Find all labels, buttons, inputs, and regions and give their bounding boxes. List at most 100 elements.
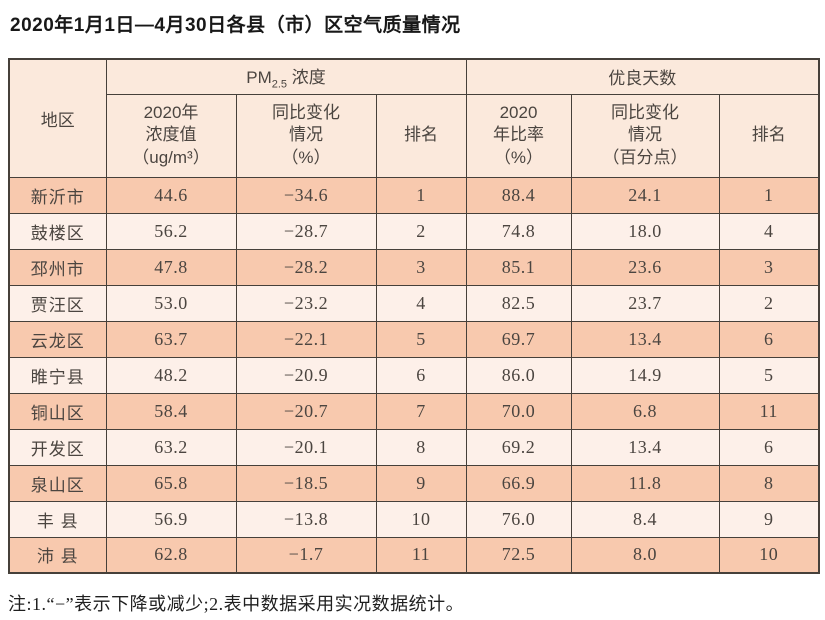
pm-rank-cell: 4 bbox=[375, 284, 467, 322]
pm-value-cell: 58.4 bbox=[105, 392, 237, 430]
days-rank-cell: 2 bbox=[718, 284, 820, 322]
air-quality-table: 地区 PM2.5 浓度 优良天数 2020年 浓度值 （ug/m³） 同比变化 … bbox=[8, 58, 821, 574]
region-cell: 邳州市 bbox=[8, 248, 107, 286]
days-rank-cell: 4 bbox=[718, 212, 820, 250]
pm-change-cell: −1.7 bbox=[235, 536, 377, 574]
pm-rank-cell: 9 bbox=[375, 464, 467, 502]
days-change-cell: 13.4 bbox=[570, 320, 720, 358]
days-rank-cell: 11 bbox=[718, 392, 820, 430]
days-rate-cell: 85.1 bbox=[465, 248, 572, 286]
header-days-rate: 2020 年比率 （%） bbox=[465, 93, 572, 178]
region-cell: 沛 县 bbox=[8, 536, 107, 574]
table-row: 鼓楼区 56.2 −28.7 2 74.8 18.0 4 bbox=[8, 212, 820, 250]
days-rank-cell: 6 bbox=[718, 428, 820, 466]
days-rate-cell: 69.2 bbox=[465, 428, 572, 466]
pm-value-cell: 65.8 bbox=[105, 464, 237, 502]
pm-value-cell: 56.2 bbox=[105, 212, 237, 250]
region-cell: 铜山区 bbox=[8, 392, 107, 430]
days-rate-cell: 82.5 bbox=[465, 284, 572, 322]
pm-rank-cell: 1 bbox=[375, 176, 467, 214]
days-rank-cell: 10 bbox=[718, 536, 820, 574]
pm25-label-subscript: 2.5 bbox=[271, 78, 288, 91]
header-days-change: 同比变化 情况 （百分点） bbox=[570, 93, 720, 178]
days-rank-cell: 5 bbox=[718, 356, 820, 394]
header-days-rank: 排名 bbox=[718, 93, 820, 178]
pm-rank-cell: 3 bbox=[375, 248, 467, 286]
table-row: 睢宁县 48.2 −20.9 6 86.0 14.9 5 bbox=[8, 356, 820, 394]
pm-change-cell: −20.1 bbox=[235, 428, 377, 466]
region-cell: 鼓楼区 bbox=[8, 212, 107, 250]
table-row: 邳州市 47.8 −28.2 3 85.1 23.6 3 bbox=[8, 248, 820, 286]
table-row: 开发区 63.2 −20.1 8 69.2 13.4 6 bbox=[8, 428, 820, 466]
pm-change-cell: −34.6 bbox=[235, 176, 377, 214]
header-pm-value: 2020年 浓度值 （ug/m³） bbox=[105, 93, 237, 178]
days-rank-cell: 6 bbox=[718, 320, 820, 358]
days-change-cell: 23.7 bbox=[570, 284, 720, 322]
pm-value-cell: 63.2 bbox=[105, 428, 237, 466]
days-change-cell: 24.1 bbox=[570, 176, 720, 214]
days-rate-cell: 70.0 bbox=[465, 392, 572, 430]
page-title: 2020年1月1日—4月30日各县（市）区空气质量情况 bbox=[10, 15, 461, 36]
header-good-days-group: 优良天数 bbox=[465, 58, 820, 95]
region-cell: 泉山区 bbox=[8, 464, 107, 502]
days-change-cell: 8.0 bbox=[570, 536, 720, 574]
pm-rank-cell: 2 bbox=[375, 212, 467, 250]
pm-value-cell: 56.9 bbox=[105, 500, 237, 538]
pm-change-cell: −13.8 bbox=[235, 500, 377, 538]
days-change-cell: 14.9 bbox=[570, 356, 720, 394]
days-rank-cell: 1 bbox=[718, 176, 820, 214]
header-pm-rank: 排名 bbox=[375, 93, 467, 178]
days-rate-cell: 88.4 bbox=[465, 176, 572, 214]
days-rate-cell: 86.0 bbox=[465, 356, 572, 394]
header-sub-row: 2020年 浓度值 （ug/m³） 同比变化 情况 （%） 排名 2020 年比… bbox=[9, 93, 820, 178]
days-rate-cell: 69.7 bbox=[465, 320, 572, 358]
days-rate-cell: 74.8 bbox=[465, 212, 572, 250]
table-body: 新沂市 44.6 −34.6 1 88.4 24.1 1 鼓楼区 56.2 −28.7 2 74.8 1… bbox=[8, 176, 820, 574]
region-cell: 睢宁县 bbox=[8, 356, 107, 394]
table-row: 云龙区 63.7 −22.1 5 69.7 13.4 6 bbox=[8, 320, 820, 358]
pm-value-cell: 63.7 bbox=[105, 320, 237, 358]
pm-change-cell: −23.2 bbox=[235, 284, 377, 322]
days-change-cell: 11.8 bbox=[570, 464, 720, 502]
pm-value-cell: 44.6 bbox=[105, 176, 237, 214]
table-row: 铜山区 58.4 −20.7 7 70.0 6.8 11 bbox=[8, 392, 820, 430]
header-pm25-group: PM2.5 浓度 bbox=[105, 58, 467, 95]
pm-rank-cell: 5 bbox=[375, 320, 467, 358]
table-row: 贾汪区 53.0 −23.2 4 82.5 23.7 2 bbox=[8, 284, 820, 322]
pm-rank-cell: 10 bbox=[375, 500, 467, 538]
table-row: 新沂市 44.6 −34.6 1 88.4 24.1 1 bbox=[8, 176, 820, 214]
table-row: 丰 县 56.9 −13.8 10 76.0 8.4 9 bbox=[8, 500, 820, 538]
days-rate-cell: 76.0 bbox=[465, 500, 572, 538]
days-change-cell: 18.0 bbox=[570, 212, 720, 250]
pm-rank-cell: 8 bbox=[375, 428, 467, 466]
header-group-row: 地区 PM2.5 浓度 优良天数 bbox=[8, 58, 820, 178]
days-rank-cell: 9 bbox=[718, 500, 820, 538]
table-row: 沛 县 62.8 −1.7 11 72.5 8.0 10 bbox=[8, 536, 820, 574]
days-rate-cell: 66.9 bbox=[465, 464, 572, 502]
days-change-cell: 23.6 bbox=[570, 248, 720, 286]
pm-change-cell: −20.9 bbox=[235, 356, 377, 394]
days-rate-cell: 72.5 bbox=[465, 536, 572, 574]
days-rank-cell: 8 bbox=[718, 464, 820, 502]
pm-change-cell: −22.1 bbox=[235, 320, 377, 358]
pm-rank-cell: 6 bbox=[375, 356, 467, 394]
footnote: 注:1.“−”表示下降或减少;2.表中数据采用实况数据统计。 bbox=[8, 594, 465, 614]
pm-change-cell: −28.2 bbox=[235, 248, 377, 286]
pm25-label-base: PM bbox=[246, 68, 272, 88]
header-region: 地区 bbox=[8, 58, 107, 178]
region-cell: 贾汪区 bbox=[8, 284, 107, 322]
header-pm-change: 同比变化 情况 （%） bbox=[235, 93, 377, 178]
pm-change-cell: −28.7 bbox=[235, 212, 377, 250]
days-change-cell: 8.4 bbox=[570, 500, 720, 538]
pm-change-cell: −18.5 bbox=[235, 464, 377, 502]
pm-value-cell: 53.0 bbox=[105, 284, 237, 322]
pm-value-cell: 47.8 bbox=[105, 248, 237, 286]
pm-value-cell: 48.2 bbox=[105, 356, 237, 394]
region-cell: 开发区 bbox=[8, 428, 107, 466]
days-change-cell: 13.4 bbox=[570, 428, 720, 466]
table-row: 泉山区 65.8 −18.5 9 66.9 11.8 8 bbox=[8, 464, 820, 502]
pm-rank-cell: 7 bbox=[375, 392, 467, 430]
region-cell: 新沂市 bbox=[8, 176, 107, 214]
pm-value-cell: 62.8 bbox=[105, 536, 237, 574]
days-change-cell: 6.8 bbox=[570, 392, 720, 430]
